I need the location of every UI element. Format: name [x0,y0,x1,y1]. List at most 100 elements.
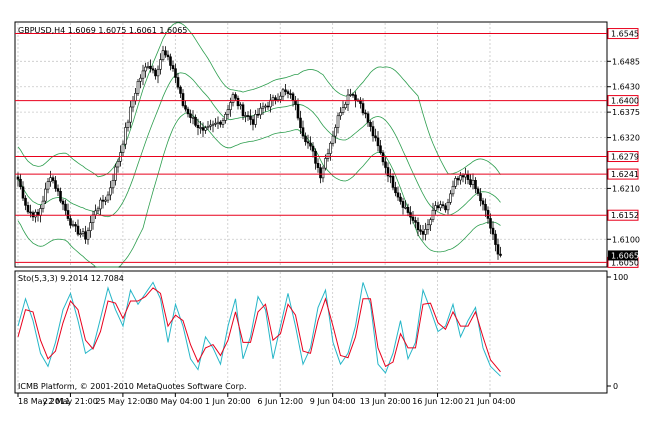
candle-body [331,135,335,144]
candle-body [39,208,42,216]
candle-body [166,54,170,58]
candle-body [281,89,285,97]
candle-body [94,210,97,216]
candle-body [344,103,347,108]
candle-body [241,104,245,117]
candle-body [121,143,125,153]
time-label: 16 Jun 12:00 [412,397,463,406]
level-tag [607,95,639,107]
candle-body [329,142,332,154]
candle-body [136,81,140,94]
candle-body [424,229,427,235]
price-tick-label: 1.6375 [612,108,640,117]
bollinger-middle [17,72,501,218]
candle-body [271,97,275,101]
candle-body [306,141,310,144]
candle-body [419,229,422,232]
candle-body [459,175,462,181]
stochastic-axis: 100 0 [607,273,628,391]
candle-body [174,68,177,78]
candle-body [34,211,37,218]
candle-body [449,193,452,203]
candle-body [479,193,482,202]
candle-body [324,158,327,169]
price-axis: 1.6485 1.6430 1.6375 1.6320 1.6210 1.6100 [607,57,640,244]
candle-body [474,179,477,190]
candle-body [46,181,50,190]
candle-body [64,203,67,211]
time-label: 9 Jun 04:00 [310,397,356,406]
candle-body [446,202,450,211]
time-label: 21 Jun 04:00 [465,397,516,406]
level-tag [607,151,639,163]
candle-body [384,161,387,168]
candle-body [369,122,372,127]
candle-body [149,65,152,70]
candle-body [461,175,465,178]
price-tick-label: 1.6430 [612,83,640,92]
candle-body [194,116,197,126]
level-label: 1.6050 [611,258,639,267]
candle-body [201,127,205,131]
candle-body [346,94,350,105]
candle-body [351,94,355,96]
candle-body [234,94,237,99]
candle-body [249,115,252,120]
candle-body [476,188,480,194]
candle-body [466,174,470,180]
candle-body [274,97,277,101]
candle-body [219,121,222,125]
level-tag [607,28,639,40]
candle-body [266,105,270,108]
candle-body [311,145,315,152]
candle-body [484,203,487,211]
candle-body [334,127,337,137]
level-label: 1.6241 [611,170,639,179]
candle-body [394,187,397,194]
candle-body [361,103,365,114]
candle-body [436,205,440,209]
candle-body [381,152,385,163]
candle-body [451,185,455,195]
candle-body [454,178,457,187]
candle-body [366,113,370,123]
candle-body [51,177,55,181]
candle-body [496,244,500,255]
candle-body [54,180,57,189]
candle-body [76,225,80,235]
candle-body [256,113,260,116]
candle-body [336,115,340,128]
candle-body [399,196,402,202]
stochastic-lines [17,281,501,377]
candle-body [66,210,70,219]
stochastic-tick-label: 100 [613,273,628,282]
time-label: 1 Jun 20:00 [205,397,251,406]
candle-body [44,188,47,202]
level-label: 1.6152 [611,211,639,220]
candle-body [426,224,430,230]
candles [16,45,502,260]
candle-body [139,77,142,82]
candle-body [41,200,45,209]
candle-body [211,123,215,126]
candle-body [19,178,22,188]
candle-body [89,222,92,231]
candle-body [261,106,265,109]
candle-body [79,233,82,235]
current-price-tag [608,250,638,261]
price-tick-label: 1.6100 [612,235,640,244]
candle-body [124,127,127,145]
candle-body [481,200,485,205]
candle-body [184,105,187,110]
current-price-label: 1.6065 [611,251,639,260]
candle-body [141,70,145,79]
time-label: 22 May 21:00 [43,397,98,406]
candle-body [214,122,217,125]
candle-body [486,209,490,219]
candle-body [246,115,250,117]
candle-body [349,94,352,96]
candle-body [131,100,135,108]
candle-body [434,205,437,211]
candle-body [221,120,225,125]
